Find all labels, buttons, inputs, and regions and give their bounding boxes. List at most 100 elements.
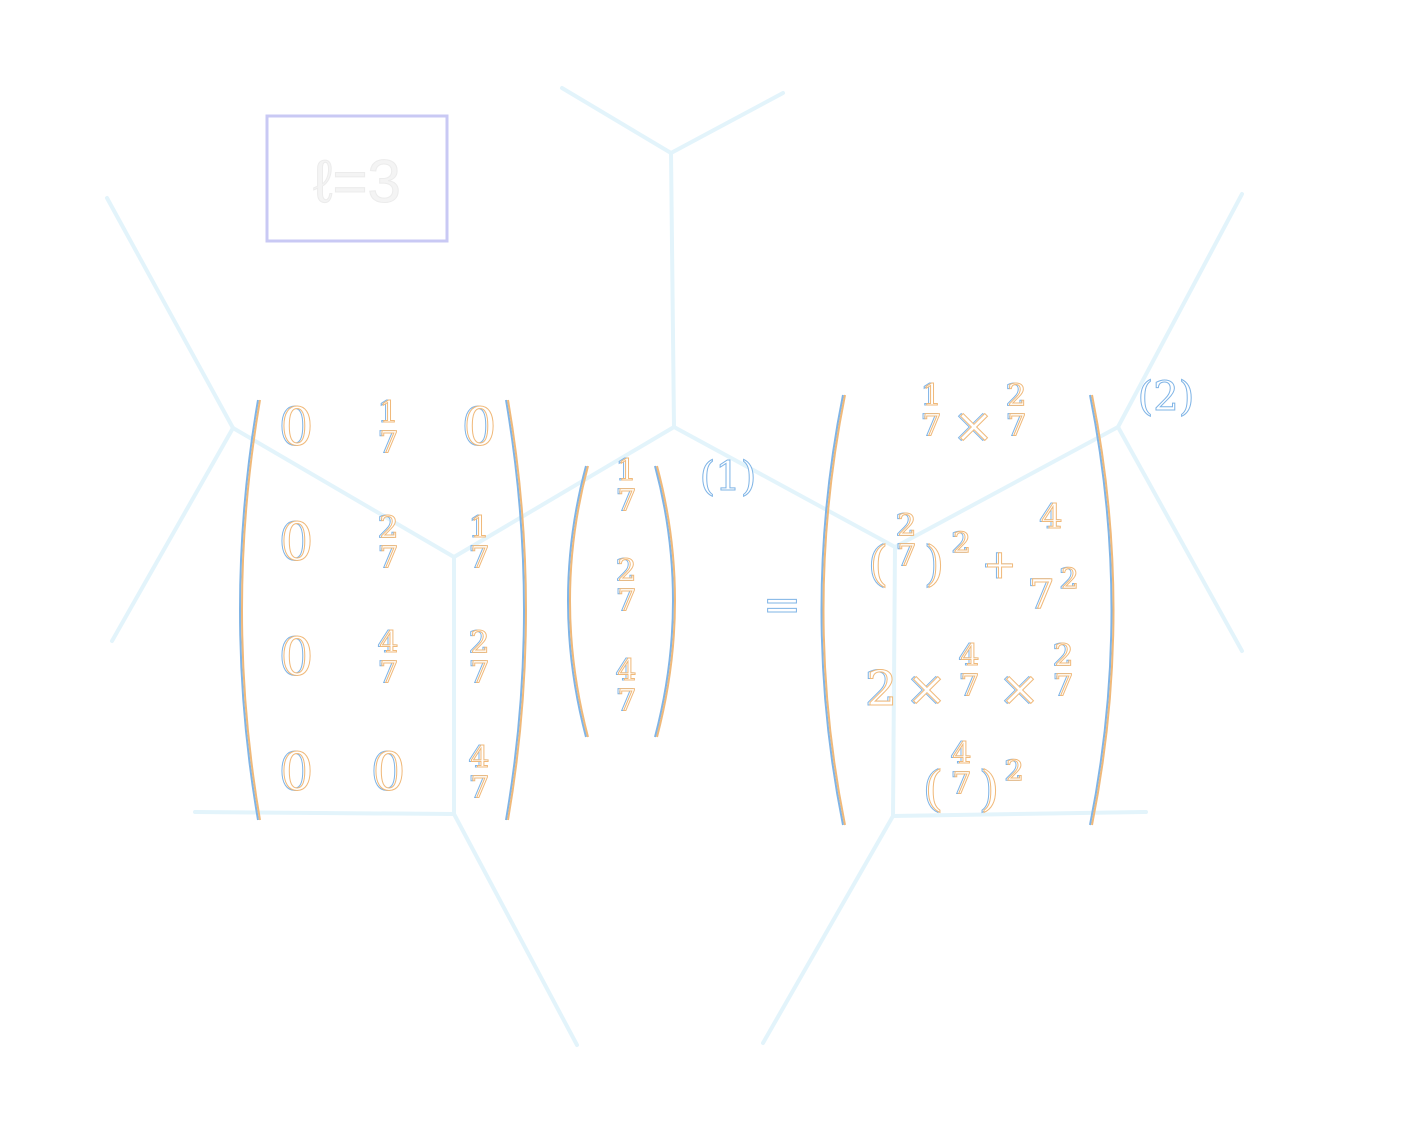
- matrix-cell-num-ghost: 4: [379, 626, 398, 661]
- result-r4-lparen: ((: [922, 761, 944, 818]
- matrix-brackets: [239, 394, 1115, 826]
- result-r4-frac-num-ghost: 4: [952, 737, 971, 772]
- matrix-cell-ghost: 0: [280, 628, 313, 688]
- label-box: ℓ=3: [265, 114, 449, 243]
- result-r1-frac2-den: 77: [1005, 408, 1027, 444]
- result-r3-coef-ghost: 2: [867, 661, 898, 717]
- result-r2-plus: ++: [981, 542, 1018, 589]
- result-r1-frac1-den-ghost: 7: [922, 409, 941, 444]
- result-r1-frac1-num-ghost: 1: [922, 379, 941, 414]
- result-r2-den2-text: 7: [1027, 572, 1052, 618]
- matrix-right-paren: [505, 399, 525, 821]
- graph-edge: [452, 812, 579, 1047]
- matrix-cell: 00: [278, 628, 314, 689]
- result-r2-plus-ghost: +: [983, 542, 1017, 588]
- vector-entry-num-text: 2: [615, 554, 634, 589]
- result-r3-op2-ghost: ×: [1000, 661, 1040, 717]
- matrix-cell-ghost: 0: [463, 398, 496, 458]
- result-r2-frac-num-ghost: 2: [897, 509, 916, 544]
- result-r2-exp-text: 2: [951, 526, 969, 559]
- result-r3-frac1-num-ghost: 4: [960, 639, 979, 674]
- vector-left-paren: [567, 465, 587, 738]
- graph-edges: [105, 86, 1244, 1047]
- graph-edge: [1116, 425, 1244, 653]
- matrix-right-paren-ghost: [507, 399, 527, 821]
- result-r4-exp-ghost: 2: [1006, 754, 1024, 787]
- vector-entry-num-text: 1: [615, 454, 634, 489]
- matrix-cell-num-text: 1: [377, 396, 396, 431]
- result-r3-op2-text: ×: [998, 661, 1038, 717]
- result-r3-op1-ghost: ×: [907, 661, 947, 717]
- graph-edge: [672, 425, 897, 549]
- vector-left-paren-ghost: [569, 465, 589, 738]
- result-r2-exp2: 22: [1059, 562, 1080, 596]
- matrix-cell-den: 77: [468, 770, 490, 806]
- result-r3-coef: 22: [864, 661, 898, 718]
- result-r4-lparen-text: (: [923, 761, 942, 817]
- result-r3-frac2-den: 77: [1052, 668, 1074, 704]
- matrix-left-paren: [239, 399, 259, 821]
- result-r2-lparen-ghost: (: [870, 536, 889, 592]
- matrix-cell: 00: [278, 513, 314, 574]
- matrix-cell-ghost: 0: [372, 743, 405, 803]
- matrix-cell-den: 77: [468, 655, 490, 691]
- result-r2-den2-ghost: 7: [1029, 572, 1054, 618]
- result-r1-op-text: ×: [952, 398, 992, 454]
- graph-edge: [231, 426, 456, 559]
- vector-entry-den: 77: [615, 583, 637, 619]
- vector-entry-num: 22: [615, 553, 637, 589]
- result-r2-rparen: )): [923, 536, 945, 593]
- matrix-cell-num-text: 1: [468, 511, 487, 546]
- result-r2-num2-text: 4: [1039, 497, 1061, 537]
- graph-edge: [105, 196, 235, 430]
- result-r1-frac1-den-text: 7: [920, 409, 939, 444]
- result-r1-frac1-den: 77: [920, 408, 942, 444]
- matrix-cell-text: 0: [461, 398, 494, 458]
- result-r2-rparen-text: ): [924, 536, 943, 592]
- graph-edge: [893, 425, 1120, 549]
- matrix-cell: 00: [370, 743, 406, 804]
- matrix-left-paren-ghost: [241, 399, 261, 821]
- result-r4-rparen-ghost: ): [981, 761, 1000, 817]
- matrix-cell-den-ghost: 7: [379, 426, 398, 461]
- result-r4-rparen-text: ): [979, 761, 998, 817]
- result-r4-rparen: )): [978, 761, 1000, 818]
- result-r4-frac-den: 77: [950, 766, 972, 802]
- matrix-cell-num: 44: [377, 625, 399, 661]
- graph-edge: [669, 91, 785, 155]
- vector-entry-den-text: 7: [615, 684, 634, 719]
- matrix-cell-num-text: 4: [377, 626, 396, 661]
- result-r2-frac-num-text: 2: [895, 509, 914, 544]
- result-r3-frac2-den-ghost: 7: [1054, 669, 1073, 704]
- result-r3-frac1-den: 77: [958, 668, 980, 704]
- result-r1-frac1-num: 11: [920, 378, 942, 414]
- matrix-cell-num-ghost: 2: [379, 511, 398, 546]
- result-r2-plus-text: +: [981, 542, 1015, 588]
- vector-entry-num-ghost: 2: [617, 554, 636, 589]
- result-r3-op1: ××: [904, 661, 947, 718]
- graph-edge: [891, 810, 1148, 818]
- matrix-cell-num: 22: [377, 510, 399, 546]
- result-r2-exp-ghost: 2: [953, 526, 971, 559]
- result-left-paren: [820, 394, 844, 826]
- label-box-border: [265, 114, 449, 243]
- matrix-cell-num: 22: [468, 625, 490, 661]
- result-r2-exp: 22: [951, 526, 972, 560]
- result-r1-op: ××: [951, 398, 994, 455]
- result-r1-frac2-num-ghost: 2: [1007, 379, 1026, 414]
- result-r4-exp-text: 2: [1004, 754, 1022, 787]
- result-r2-frac-den: 77: [895, 538, 917, 574]
- matrix-cell-num: 11: [468, 510, 490, 546]
- vector-entry-den-text: 7: [615, 484, 634, 519]
- result-r2-num2-ghost: 4: [1041, 497, 1063, 537]
- result-r1-frac2-den-ghost: 7: [1007, 409, 1026, 444]
- graph-edge: [110, 426, 235, 643]
- result-r3-frac1-num: 44: [958, 638, 980, 674]
- result-r4-frac-den-ghost: 7: [952, 767, 971, 802]
- result-r1-op-ghost: ×: [954, 398, 994, 454]
- result-r2-frac-den-ghost: 7: [897, 539, 916, 574]
